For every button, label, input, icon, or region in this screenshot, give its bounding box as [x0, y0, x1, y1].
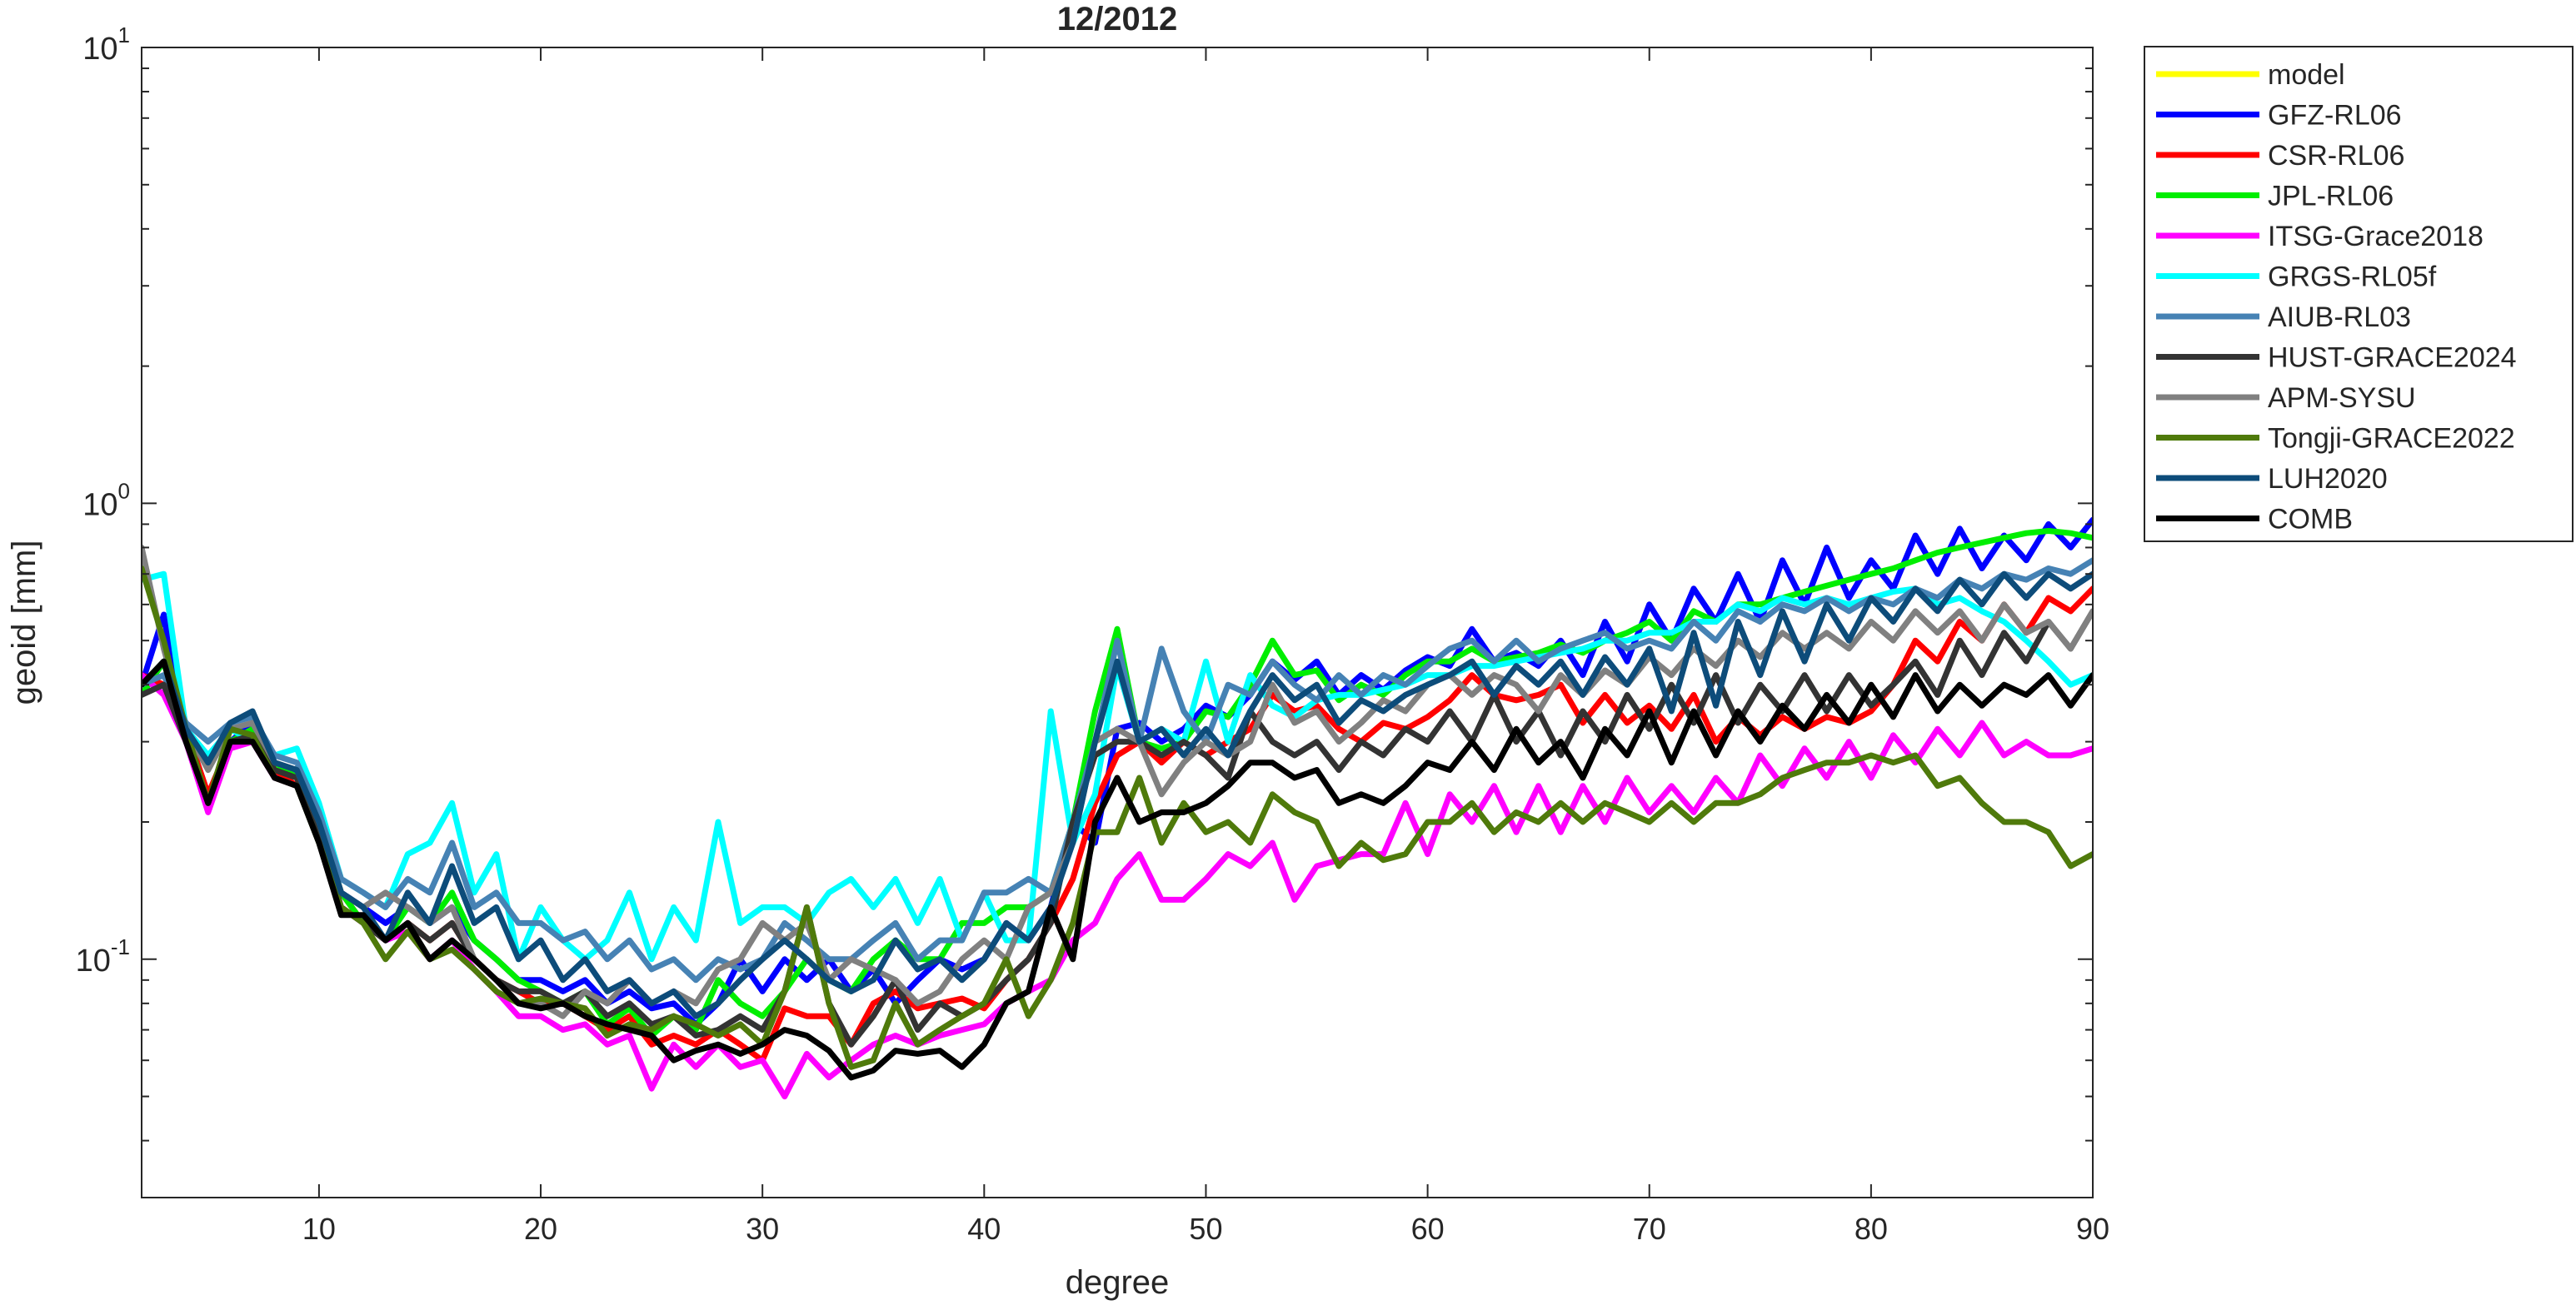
x-axis-title: degree: [1066, 1264, 1170, 1301]
x-tick-label: 60: [1411, 1212, 1445, 1246]
axes: 10 20 30 40 50 60 70 80 90 10-1 100 101: [76, 22, 2109, 1246]
x-tick-label: 10: [302, 1212, 336, 1246]
series-line-tongji-grace2022: [142, 565, 2093, 1070]
legend-label: AIUB-RL03: [2268, 301, 2411, 333]
x-tick-label: 70: [1633, 1212, 1666, 1246]
series-line-aiub-rl03: [142, 557, 2093, 984]
chart-title: 12/2012: [1057, 1, 1178, 37]
legend-label: LUH2020: [2268, 463, 2388, 495]
y-tick-label: 100: [82, 478, 130, 522]
series-line-luh2020: [142, 570, 2093, 1019]
legend-label: GFZ-RL06: [2268, 100, 2402, 132]
x-tick-label: 90: [2076, 1212, 2109, 1246]
legend-label: CSR-RL06: [2268, 140, 2404, 172]
y-tick-label: 10-1: [76, 934, 130, 979]
plot-frame: [141, 47, 2094, 1198]
series-line-comb: [142, 658, 2093, 1081]
legend: model GFZ-RL06 CSR-RL06 JPL-RL06 ITSG-Grace2…: [2144, 46, 2574, 542]
legend-label: model: [2268, 59, 2345, 91]
x-tick-label: 50: [1189, 1212, 1222, 1246]
legend-label: JPL-RL06: [2268, 181, 2394, 212]
legend-box: [2144, 46, 2574, 542]
x-tick-label: 80: [1855, 1212, 1888, 1246]
legend-label: ITSG-Grace2018: [2268, 221, 2484, 252]
series-lines: [142, 516, 2093, 1100]
x-tick-label: 40: [967, 1212, 1001, 1246]
y-tick-label: 101: [82, 22, 130, 67]
legend-label: GRGS-RL05f: [2268, 261, 2437, 293]
legend-label: HUST-GRACE2024: [2268, 342, 2517, 374]
legend-label: COMB: [2268, 504, 2353, 535]
y-axis-title: geoid [mm]: [6, 540, 42, 705]
x-tick-label: 20: [524, 1212, 557, 1246]
series-line-jpl-rl06: [142, 528, 2093, 1039]
legend-label: APM-SYSU: [2268, 382, 2416, 414]
plot-area: [141, 47, 2094, 1198]
legend-label: Tongji-GRACE2022: [2268, 423, 2515, 455]
x-tick-label: 30: [746, 1212, 779, 1246]
